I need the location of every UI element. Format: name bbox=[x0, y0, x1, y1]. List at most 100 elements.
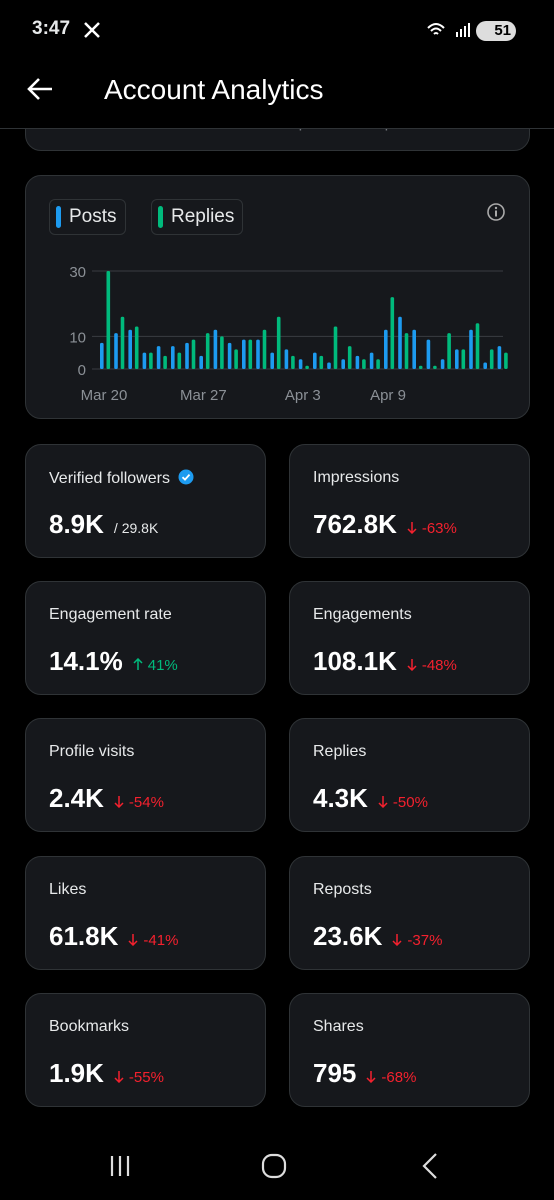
bar bbox=[319, 355, 324, 369]
bar bbox=[156, 346, 161, 369]
bar bbox=[426, 339, 431, 369]
stat-value: 8.9K / 29.8K bbox=[49, 509, 158, 540]
legend-replies[interactable]: Replies bbox=[151, 199, 244, 235]
battery: 51 bbox=[476, 21, 516, 41]
stat-card[interactable]: Shares 795 -68% bbox=[289, 993, 530, 1107]
change-text: -37% bbox=[407, 932, 443, 949]
date-label: Apr 3 bbox=[288, 129, 326, 132]
bar bbox=[390, 297, 395, 369]
change-text: -41% bbox=[143, 932, 179, 949]
bar bbox=[461, 349, 466, 369]
y-tick-label: 10 bbox=[69, 329, 86, 346]
bar bbox=[234, 349, 238, 369]
change-arrow bbox=[133, 657, 143, 670]
bar bbox=[114, 333, 118, 369]
bar bbox=[163, 355, 167, 369]
stat-label: Engagement rate bbox=[49, 606, 172, 623]
date-label: Mar 27 bbox=[181, 129, 231, 132]
bar bbox=[191, 339, 196, 369]
bar bbox=[134, 326, 139, 369]
stat-value: 108.1K -48% bbox=[313, 646, 457, 677]
bar bbox=[412, 329, 416, 369]
bar bbox=[284, 349, 289, 369]
bar bbox=[355, 355, 360, 369]
stat-card[interactable]: Verified followers 8.9K / 29.8K bbox=[25, 444, 266, 558]
stat-label: Shares bbox=[313, 1018, 364, 1035]
stat-label: Replies bbox=[313, 743, 367, 760]
arrow-path bbox=[128, 934, 138, 947]
stat-label: Engagements bbox=[313, 606, 412, 623]
bar bbox=[298, 359, 303, 369]
bar bbox=[149, 352, 153, 369]
stat-number: 762.8K bbox=[313, 509, 397, 539]
bar bbox=[213, 329, 218, 369]
bar bbox=[455, 349, 459, 369]
stat-card[interactable]: Likes 61.8K -41% bbox=[25, 856, 266, 970]
stat-value: 14.1% 41% bbox=[49, 646, 178, 677]
bar bbox=[270, 352, 274, 369]
x-tick-label: Apr 9 bbox=[370, 387, 406, 404]
bar bbox=[242, 339, 246, 369]
change-arrow bbox=[392, 934, 402, 947]
bar bbox=[369, 352, 374, 369]
stat-card[interactable]: Engagements 108.1K -48% bbox=[289, 581, 530, 695]
change-arrow bbox=[128, 934, 138, 947]
verified-badge bbox=[178, 469, 194, 485]
bar bbox=[404, 333, 409, 369]
legend-label: Posts bbox=[69, 206, 117, 227]
stat-card[interactable]: Impressions 762.8K -63% bbox=[289, 444, 530, 558]
back-button[interactable] bbox=[26, 76, 54, 102]
stat-card[interactable]: Engagement rate 14.1% 41% bbox=[25, 581, 266, 695]
signal-icons bbox=[427, 23, 470, 37]
bar bbox=[497, 346, 502, 369]
stat-card[interactable]: Reposts 23.6K -37% bbox=[289, 856, 530, 970]
stat-number: 1.9K bbox=[49, 1058, 104, 1088]
chart-card: Posts Replies 0 10 30 Mar 20 Mar 27 Apr 3 Apr … bbox=[25, 175, 530, 419]
divider bbox=[0, 128, 554, 129]
change-text: -63% bbox=[421, 520, 457, 537]
stat-card[interactable]: Replies 4.3K -50% bbox=[289, 718, 530, 832]
stat-number: 795 bbox=[313, 1058, 357, 1088]
y-tick-label: 0 bbox=[78, 362, 86, 379]
arrow-path bbox=[378, 796, 388, 809]
bar bbox=[475, 323, 480, 369]
stat-card[interactable]: Bookmarks 1.9K -55% bbox=[25, 993, 266, 1107]
info-icon[interactable] bbox=[486, 202, 506, 222]
bar bbox=[291, 355, 295, 369]
stat-change: -41% bbox=[128, 932, 178, 949]
arrow-path bbox=[114, 1071, 124, 1084]
date-label: Apr 9 bbox=[374, 129, 412, 132]
stat-change: -50% bbox=[378, 794, 428, 811]
bar bbox=[305, 365, 309, 369]
stat-change: -55% bbox=[114, 1069, 164, 1086]
change-text: -68% bbox=[381, 1069, 417, 1086]
stat-number: 8.9K bbox=[49, 509, 104, 539]
bar bbox=[313, 352, 317, 369]
x-tick-label: Mar 27 bbox=[180, 387, 227, 404]
stat-change: 41% bbox=[133, 657, 178, 674]
stat-value: 795 -68% bbox=[313, 1058, 416, 1089]
bar bbox=[262, 329, 267, 369]
stat-label: Profile visits bbox=[49, 743, 135, 760]
legend-posts[interactable]: Posts bbox=[49, 199, 126, 235]
stat-number: 4.3K bbox=[313, 783, 368, 813]
top-card-clip: Mar 20 Mar 27 Apr 3 Apr 9 bbox=[0, 129, 554, 159]
arrow-path bbox=[392, 934, 402, 947]
bar bbox=[440, 359, 445, 369]
x-tick-label: Mar 20 bbox=[81, 387, 128, 404]
bar bbox=[248, 339, 253, 369]
change-arrow bbox=[407, 659, 417, 672]
bar bbox=[227, 342, 232, 369]
change-text: -55% bbox=[128, 1069, 164, 1086]
stat-card[interactable]: Profile visits 2.4K -54% bbox=[25, 718, 266, 832]
bar bbox=[171, 346, 175, 369]
bar bbox=[341, 359, 345, 369]
bar bbox=[185, 342, 189, 369]
stat-number: 23.6K bbox=[313, 921, 383, 951]
bar bbox=[489, 349, 494, 369]
arrow-path bbox=[366, 1071, 376, 1084]
stat-number: 61.8K bbox=[49, 921, 119, 951]
legend-label: Replies bbox=[171, 206, 235, 227]
bar bbox=[504, 352, 508, 369]
change-arrow bbox=[407, 522, 417, 535]
